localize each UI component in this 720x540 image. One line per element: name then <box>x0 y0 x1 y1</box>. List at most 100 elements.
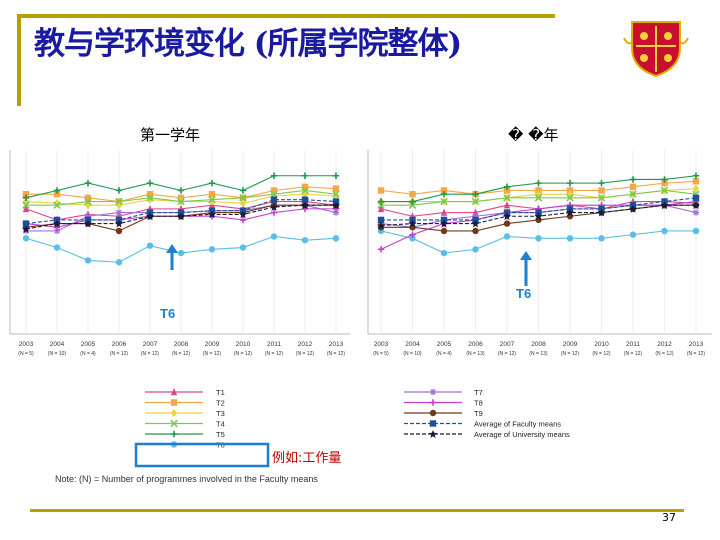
n-label: (N = 12) <box>498 351 517 357</box>
series-t2-point <box>598 187 605 194</box>
series-average-of-university-means-point <box>440 219 448 228</box>
series-t2-point <box>629 183 637 190</box>
series-t6-point <box>692 227 700 235</box>
x-tick-label: 2011 <box>626 341 640 348</box>
t6-arrow-head <box>166 244 178 253</box>
series-average-of-university-means-point <box>408 219 417 228</box>
series-t7-point <box>472 213 479 220</box>
series-t2-point <box>377 187 385 194</box>
series-t5-point <box>208 179 216 187</box>
series-t2-point <box>332 185 340 192</box>
series-average-of-university-means-point <box>503 212 511 221</box>
series-average-of-university-means-point <box>629 204 637 213</box>
x-tick-label: 2007 <box>500 341 515 348</box>
series-t6-point <box>332 235 340 242</box>
series-t4-point <box>22 201 30 209</box>
title-bracket-horizontal <box>17 14 555 18</box>
series-t7-point <box>84 213 92 220</box>
series-average-of-university-means-point <box>270 203 278 212</box>
series-t7-point <box>53 227 61 235</box>
series-t2-point <box>22 190 30 198</box>
legend-t4-label: T4 <box>216 420 225 429</box>
series-t8-point <box>270 209 278 216</box>
series-t6-point <box>177 249 185 257</box>
series-t5-point <box>409 198 416 205</box>
series-t4-point <box>208 195 216 204</box>
x-tick-label: 2006 <box>468 341 483 348</box>
series-t6-point <box>472 246 479 253</box>
series-t4-point <box>115 197 123 206</box>
legend-t2-swatch-marker <box>170 399 178 406</box>
series-t4-point <box>53 201 61 209</box>
legend-t4-swatch-marker <box>170 419 178 428</box>
legend-t3-label: T3 <box>216 409 225 418</box>
series-t5-point <box>661 176 668 183</box>
series-t5-point <box>440 190 448 198</box>
series-t4-point <box>408 201 417 209</box>
n-label: (N = 12) <box>234 351 253 357</box>
legend-t2-label: T2 <box>216 399 225 408</box>
series-t2-point <box>692 178 700 185</box>
x-tick-label: 2010 <box>594 341 609 348</box>
n-label: (N = 13) <box>466 351 485 357</box>
legend-t9-swatch-marker <box>429 409 437 417</box>
series-t5-point <box>53 187 61 194</box>
series-t4-point <box>503 194 511 202</box>
series-t4-point <box>534 194 543 202</box>
series-t4-point <box>440 197 448 206</box>
x-tick-label: 2011 <box>267 341 281 348</box>
series-t6-point <box>146 242 154 249</box>
series-t4-point <box>301 186 309 195</box>
series-average-of-university-means-point <box>84 219 92 228</box>
n-label: (N = 12) <box>655 351 674 357</box>
x-tick-label: 2003 <box>19 341 34 348</box>
x-tick-label: 2010 <box>236 341 251 348</box>
series-average-of-faculty-means-point <box>692 194 700 202</box>
series-t6-point <box>84 257 92 264</box>
series-t6-point <box>22 235 30 242</box>
n-label: (N = 12) <box>296 351 315 357</box>
x-tick-label: 2006 <box>112 341 127 348</box>
legend-t8-label: T8 <box>474 399 483 408</box>
n-label: (N = 12) <box>265 351 284 357</box>
title-bracket-vertical <box>17 14 21 106</box>
example-label: 例如:工作量 <box>272 451 342 466</box>
series-t6-point <box>566 235 574 242</box>
series-t1-point <box>22 204 30 213</box>
series-average-of-university-means-point <box>566 208 574 217</box>
x-tick-label: 2008 <box>174 341 189 348</box>
series-average-of-faculty-means-point <box>22 220 30 227</box>
legend-average-of-university-means-label: Average of University means <box>474 430 570 439</box>
series-t7-point <box>115 209 123 216</box>
x-tick-label: 2004 <box>405 341 420 348</box>
university-crest-icon <box>623 21 689 78</box>
series-t5-point <box>566 179 574 187</box>
series-average-of-university-means-point <box>332 201 340 210</box>
series-t4-point <box>332 190 340 198</box>
series-t9-point <box>440 227 448 235</box>
series-t3-point <box>146 195 154 204</box>
series-average-of-university-means-point <box>177 212 185 221</box>
right-chart-heading: � �年 <box>508 126 559 144</box>
series-t3-point <box>239 199 247 208</box>
x-tick-label: 2003 <box>374 341 389 348</box>
legend-t5-label: T5 <box>216 430 225 439</box>
n-label: (N = 5) <box>373 351 389 357</box>
series-t4-point <box>566 194 574 202</box>
footnote: Note: (N) = Number of programmes involve… <box>55 474 318 484</box>
series-average-of-university-means-point <box>597 208 606 217</box>
n-label: (N = 12) <box>203 351 222 357</box>
series-t2-point <box>84 194 92 202</box>
x-tick-label: 2009 <box>205 341 220 348</box>
series-t6-point <box>629 231 637 238</box>
series-t5-point <box>115 187 123 194</box>
series-t4-point <box>270 190 278 198</box>
series-t6-point <box>535 235 542 242</box>
series-t4-point <box>84 197 92 206</box>
series-t6-point <box>270 233 278 240</box>
series-t6-point <box>598 235 605 242</box>
series-t6-point <box>409 235 416 242</box>
series-t2-point <box>503 187 511 194</box>
series-t9-point <box>115 227 123 235</box>
